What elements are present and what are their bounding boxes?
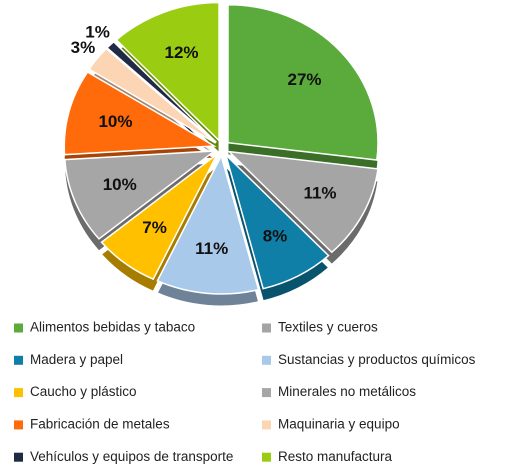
slice <box>64 150 217 240</box>
legend-swatch <box>14 452 23 462</box>
slice <box>227 3 379 161</box>
data-label: 3% <box>71 38 96 57</box>
slice <box>156 153 260 295</box>
legend-label: Vehículos y equipos de transporte <box>30 449 233 464</box>
legend-swatch <box>14 355 23 365</box>
legend-swatch <box>262 355 271 365</box>
legend-label: Sustancias y productos químicos <box>278 352 476 367</box>
data-label: 11% <box>303 184 336 203</box>
data-label: 12% <box>164 43 198 62</box>
data-label: 27% <box>287 70 321 89</box>
data-label: 8% <box>263 227 288 246</box>
legend-label: Resto manufactura <box>278 449 393 464</box>
legend-swatch <box>262 323 271 333</box>
legend-swatch <box>14 323 23 333</box>
slice <box>115 1 220 143</box>
data-label: 10% <box>98 112 132 131</box>
legend-label: Madera y papel <box>30 352 123 367</box>
legend-label: Textiles y cueros <box>278 320 378 335</box>
slice <box>105 40 217 143</box>
slice <box>224 152 330 290</box>
legend-swatch <box>14 388 23 398</box>
legend-label: Fabricación de metales <box>30 416 170 431</box>
slice <box>63 71 217 156</box>
legend-label: Caucho y plástico <box>30 384 137 399</box>
legend-swatch <box>262 388 271 398</box>
data-label: 1% <box>85 23 110 42</box>
data-label: 11% <box>195 239 228 258</box>
legend-swatch <box>262 452 271 462</box>
legend-swatch <box>14 420 23 430</box>
data-label: 10% <box>103 175 137 194</box>
data-label: 7% <box>142 218 167 237</box>
legend-label: Alimentos bebidas y tabaco <box>30 320 195 335</box>
slice <box>100 153 218 281</box>
legend-swatch <box>262 420 271 430</box>
legend-label: Minerales no metálicos <box>278 384 416 399</box>
legend-label: Maquinaria y equipo <box>278 416 400 431</box>
slice <box>227 150 379 254</box>
slice <box>87 47 217 144</box>
